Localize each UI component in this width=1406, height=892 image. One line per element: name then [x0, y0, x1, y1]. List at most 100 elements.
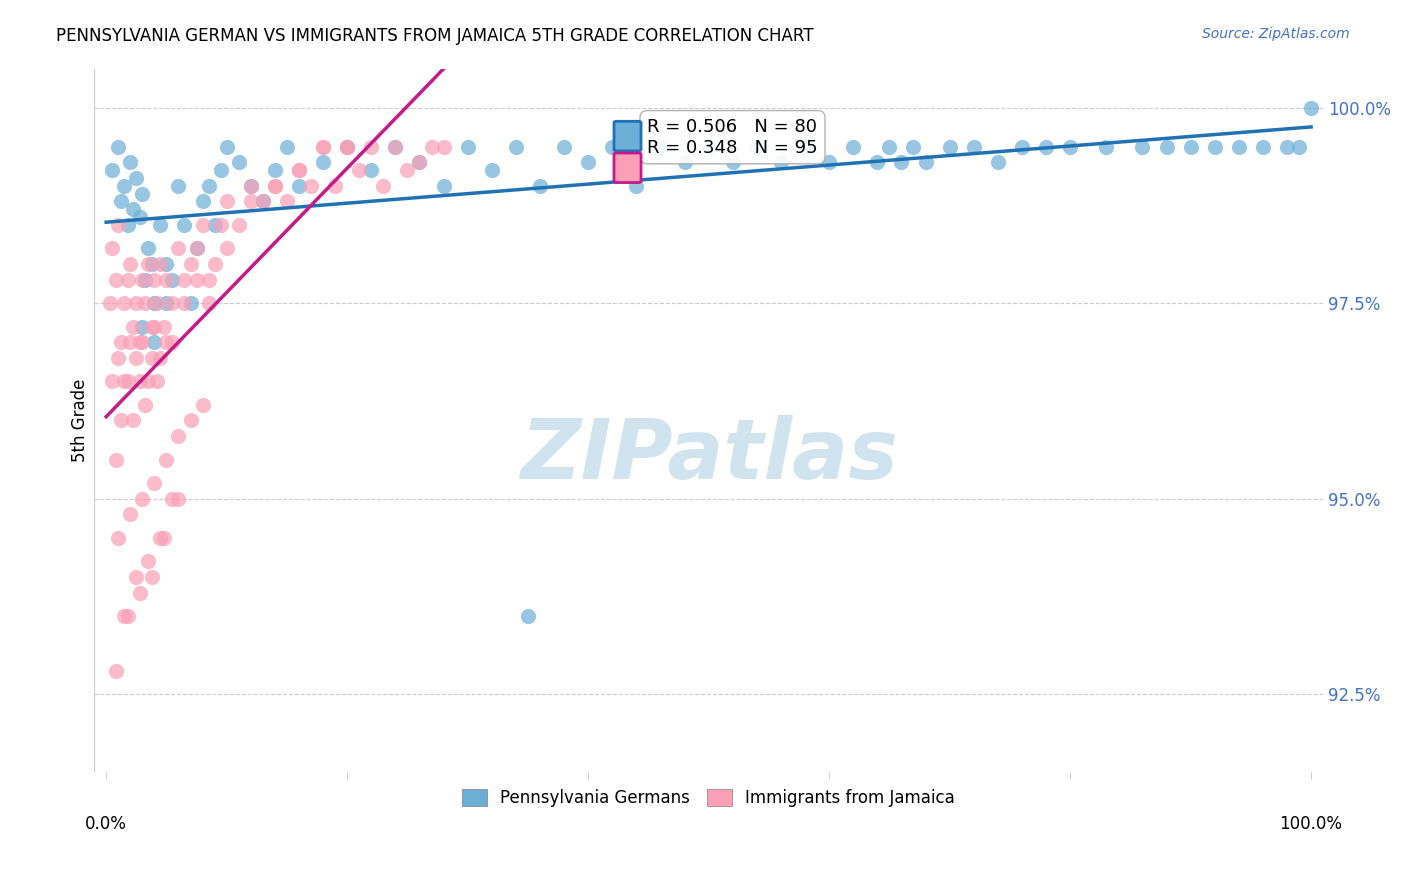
- Point: [288, 163, 311, 178]
- Point: [125, 351, 148, 365]
- Point: [312, 155, 335, 169]
- Point: [1035, 139, 1057, 153]
- Point: [131, 319, 153, 334]
- Point: [903, 139, 925, 153]
- Point: [117, 375, 139, 389]
- Point: [505, 139, 527, 153]
- Point: [215, 139, 238, 153]
- Point: [120, 155, 142, 169]
- Point: [1288, 139, 1310, 153]
- Point: [1251, 139, 1274, 153]
- Point: [138, 554, 160, 568]
- Point: [914, 155, 936, 169]
- Point: [149, 351, 172, 365]
- Point: [110, 413, 132, 427]
- Point: [408, 155, 430, 169]
- Point: [373, 178, 395, 193]
- Point: [131, 273, 153, 287]
- Point: [149, 531, 172, 545]
- Point: [146, 375, 169, 389]
- Point: [167, 429, 190, 443]
- Point: [1204, 139, 1226, 153]
- Point: [110, 335, 132, 350]
- Point: [186, 241, 208, 255]
- Point: [107, 139, 129, 153]
- Point: [143, 476, 166, 491]
- Point: [125, 171, 148, 186]
- Y-axis label: 5th Grade: 5th Grade: [72, 379, 89, 462]
- Point: [138, 375, 160, 389]
- Point: [112, 178, 135, 193]
- Point: [721, 155, 744, 169]
- Point: [879, 139, 901, 153]
- Point: [107, 531, 129, 545]
- Point: [141, 570, 163, 584]
- Point: [110, 194, 132, 209]
- Point: [162, 491, 184, 506]
- Point: [288, 163, 311, 178]
- Point: [167, 241, 190, 255]
- Point: [138, 257, 160, 271]
- Text: Source: ZipAtlas.com: Source: ZipAtlas.com: [1202, 27, 1350, 41]
- Point: [408, 155, 430, 169]
- Point: [173, 218, 195, 232]
- Point: [121, 202, 143, 217]
- Point: [180, 296, 202, 310]
- Point: [143, 319, 166, 334]
- Point: [794, 139, 817, 153]
- Point: [120, 335, 142, 350]
- Point: [239, 194, 262, 209]
- Point: [153, 319, 176, 334]
- Point: [745, 139, 768, 153]
- Point: [209, 163, 232, 178]
- Point: [818, 155, 841, 169]
- Point: [529, 178, 551, 193]
- Point: [312, 139, 335, 153]
- Point: [173, 296, 195, 310]
- Point: [697, 139, 720, 153]
- Point: [396, 163, 419, 178]
- FancyBboxPatch shape: [614, 121, 641, 151]
- Point: [263, 178, 285, 193]
- Point: [180, 413, 202, 427]
- Point: [553, 139, 575, 153]
- Point: [149, 257, 172, 271]
- Point: [117, 609, 139, 624]
- Point: [197, 273, 219, 287]
- Point: [360, 163, 382, 178]
- Point: [576, 155, 599, 169]
- Text: ZIPatlas: ZIPatlas: [520, 415, 897, 496]
- Point: [1299, 101, 1322, 115]
- Point: [252, 194, 274, 209]
- Point: [1156, 139, 1178, 153]
- Point: [101, 241, 124, 255]
- Point: [191, 194, 214, 209]
- Point: [1011, 139, 1033, 153]
- Point: [299, 178, 322, 193]
- Point: [167, 491, 190, 506]
- Text: 0.0%: 0.0%: [86, 815, 127, 833]
- Point: [146, 296, 169, 310]
- Point: [162, 335, 184, 350]
- Point: [987, 155, 1010, 169]
- Point: [141, 351, 163, 365]
- Point: [107, 351, 129, 365]
- Point: [336, 139, 359, 153]
- Point: [134, 296, 156, 310]
- Point: [197, 296, 219, 310]
- Text: 100.0%: 100.0%: [1279, 815, 1343, 833]
- Point: [481, 163, 503, 178]
- Point: [1132, 139, 1154, 153]
- Point: [131, 186, 153, 201]
- Point: [276, 194, 298, 209]
- Point: [457, 139, 479, 153]
- Point: [336, 139, 359, 153]
- Point: [121, 319, 143, 334]
- Point: [239, 178, 262, 193]
- Point: [141, 257, 163, 271]
- Point: [263, 178, 285, 193]
- Point: [162, 296, 184, 310]
- Point: [842, 139, 865, 153]
- Point: [143, 335, 166, 350]
- Point: [131, 335, 153, 350]
